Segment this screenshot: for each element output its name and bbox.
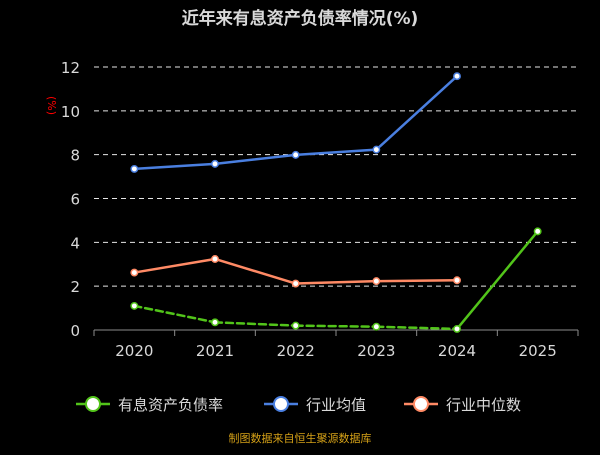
series-1 bbox=[130, 227, 542, 333]
x-tick-label: 2025 bbox=[519, 342, 557, 360]
y-tick-label: 2 bbox=[70, 278, 80, 296]
legend-marker-icon bbox=[413, 396, 429, 412]
series-layer bbox=[130, 72, 542, 333]
data-point bbox=[372, 145, 381, 154]
series-line-segment bbox=[455, 230, 539, 331]
legend-label: 有息资产负债率 bbox=[118, 396, 223, 414]
series-line-segment bbox=[213, 257, 297, 285]
axis-layer: 0 2 4 6 8 10 12 2020 2021 2022 2023 2024 2025 bbox=[61, 59, 579, 360]
x-tick-label: 2020 bbox=[115, 342, 153, 360]
series-line-segment bbox=[213, 321, 297, 327]
series-line-segment bbox=[294, 148, 378, 157]
legend-marker-icon bbox=[273, 396, 289, 412]
series-line-segment bbox=[375, 278, 459, 283]
y-tick-label: 6 bbox=[70, 191, 80, 209]
legend-label: 行业均值 bbox=[306, 396, 366, 414]
source-note: 制图数据来自恒生聚源数据库 bbox=[229, 431, 372, 445]
series-line-segment bbox=[213, 153, 297, 166]
data-point bbox=[211, 255, 219, 263]
x-tick-label: 2023 bbox=[357, 342, 395, 360]
series-line-segment bbox=[133, 257, 217, 274]
series-line-segment bbox=[294, 279, 378, 285]
series-3 bbox=[130, 255, 461, 288]
series-line-segment bbox=[375, 325, 459, 331]
data-point bbox=[130, 301, 139, 310]
y-tick-label: 4 bbox=[70, 234, 80, 252]
y-axis-unit-label: (%) bbox=[45, 96, 58, 115]
series-line-segment bbox=[133, 304, 217, 324]
series-line-segment bbox=[375, 74, 459, 151]
legend-item-2: 行业均值 bbox=[264, 396, 366, 414]
data-point bbox=[291, 321, 300, 330]
data-point bbox=[291, 150, 300, 159]
data-point bbox=[453, 324, 461, 333]
grid-layer bbox=[94, 66, 578, 287]
x-tick-label: 2021 bbox=[196, 342, 234, 360]
data-point bbox=[372, 322, 381, 331]
y-tick-label: 10 bbox=[61, 103, 80, 121]
data-point bbox=[533, 227, 542, 236]
series-line-segment bbox=[133, 162, 217, 171]
y-tick-label: 12 bbox=[61, 59, 80, 77]
data-point bbox=[453, 72, 461, 81]
legend-item-1: 有息资产负债率 bbox=[76, 396, 223, 414]
data-point bbox=[211, 159, 219, 168]
series-2 bbox=[130, 72, 461, 173]
x-tick-label: 2024 bbox=[438, 342, 476, 360]
y-tick-label: 0 bbox=[70, 322, 80, 340]
series-line-segment bbox=[294, 324, 378, 328]
legend-item-3: 行业中位数 bbox=[404, 396, 521, 414]
y-tick-label: 8 bbox=[70, 147, 80, 165]
data-point bbox=[130, 268, 139, 277]
data-point bbox=[130, 164, 139, 173]
legend: 有息资产负债率 行业均值 行业中位数 bbox=[76, 396, 521, 414]
legend-marker-icon bbox=[85, 396, 101, 412]
data-point bbox=[453, 276, 461, 285]
legend-label: 行业中位数 bbox=[446, 396, 521, 414]
data-point bbox=[211, 318, 219, 327]
data-point bbox=[291, 279, 300, 288]
chart-title: 近年来有息资产负债率情况(%) bbox=[182, 8, 419, 29]
x-tick-label: 2022 bbox=[277, 342, 315, 360]
data-point bbox=[372, 277, 381, 286]
